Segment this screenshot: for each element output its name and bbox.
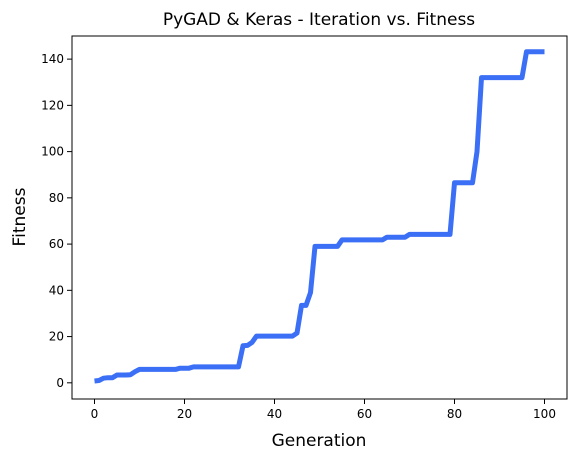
y-tick-label: 100 (41, 145, 64, 159)
axes-frame (71, 35, 568, 400)
chart-title: PyGAD & Keras - Iteration vs. Fitness (163, 10, 475, 30)
fitness-series-line (94, 49, 545, 384)
y-axis: 0 20 40 60 80 100 120 140 (41, 52, 72, 390)
x-axis: 0 20 40 60 80 100 (91, 399, 556, 421)
plot-area (94, 49, 545, 384)
y-tick-label: 0 (56, 376, 64, 390)
y-tick-label: 20 (49, 330, 64, 344)
x-tick-label: 60 (357, 407, 372, 421)
x-tick-label: 20 (177, 407, 192, 421)
y-tick-label: 60 (49, 237, 64, 251)
y-axis-label: Fitness (10, 187, 30, 246)
y-tick-label: 120 (41, 98, 64, 112)
x-tick-label: 80 (447, 407, 462, 421)
y-tick-label: 80 (49, 191, 64, 205)
x-tick-label: 40 (267, 407, 282, 421)
x-tick-label: 0 (91, 407, 99, 421)
y-tick-label: 140 (41, 52, 64, 66)
x-tick-label: 100 (533, 407, 556, 421)
y-tick-label: 40 (49, 283, 64, 297)
x-axis-label: Generation (272, 431, 367, 451)
